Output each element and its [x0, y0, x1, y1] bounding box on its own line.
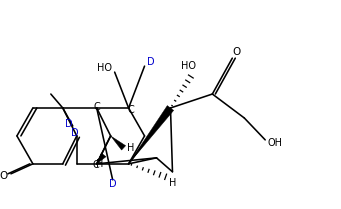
Polygon shape: [110, 136, 125, 150]
Text: H: H: [96, 159, 103, 169]
Text: C: C: [92, 160, 99, 170]
Text: HO: HO: [97, 63, 112, 73]
Text: H: H: [169, 178, 176, 188]
Text: C: C: [93, 102, 100, 112]
Polygon shape: [97, 153, 106, 164]
Text: D: D: [109, 179, 117, 189]
Text: O: O: [232, 47, 240, 57]
Text: D: D: [71, 128, 78, 138]
Text: D: D: [147, 57, 154, 67]
Text: H: H: [127, 143, 134, 153]
Polygon shape: [129, 106, 174, 164]
Text: D: D: [65, 119, 73, 129]
Text: O: O: [0, 171, 8, 181]
Text: C: C: [127, 105, 134, 115]
Text: OH: OH: [268, 138, 283, 148]
Text: HO: HO: [181, 61, 196, 71]
